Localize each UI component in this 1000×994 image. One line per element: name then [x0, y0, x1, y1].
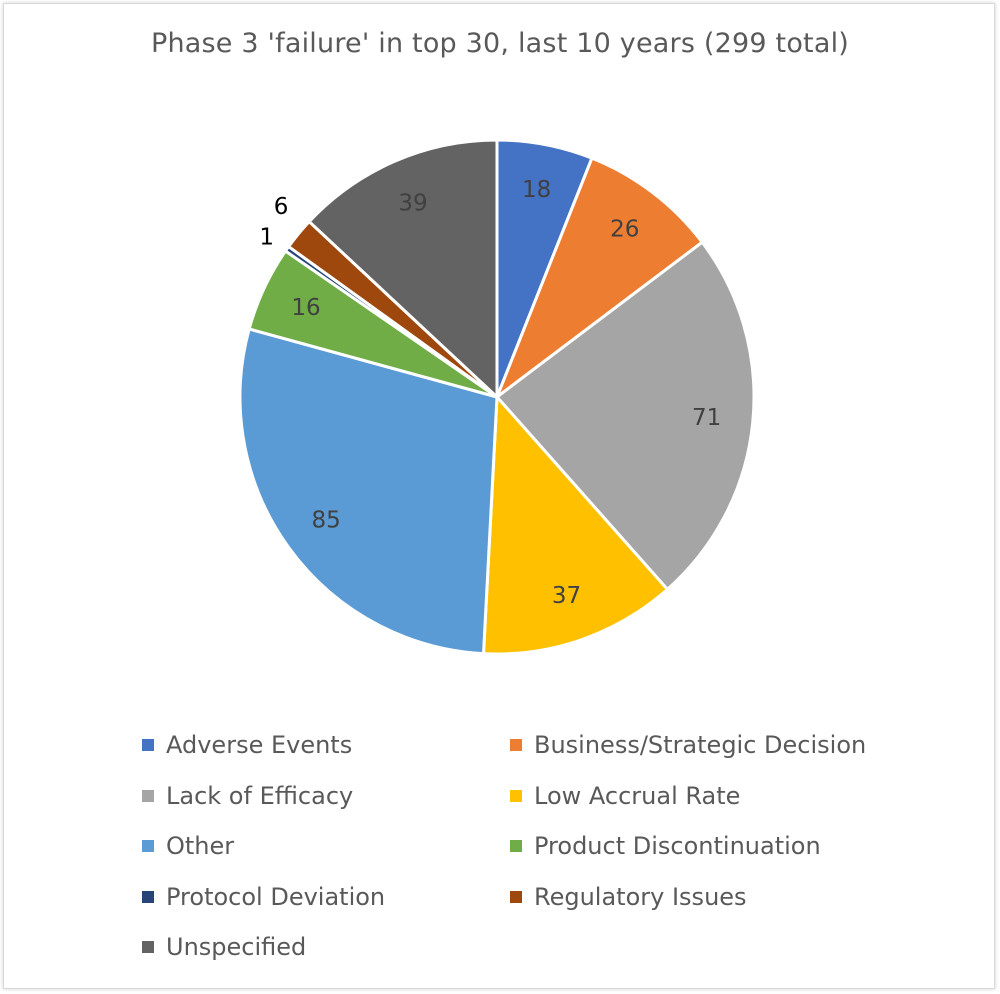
data-label-other: 85: [311, 507, 340, 533]
legend-label: Unspecified: [166, 933, 307, 961]
legend-swatch: [510, 890, 522, 903]
data-label-lack-of-efficacy: 71: [692, 405, 721, 431]
legend-swatch: [142, 739, 154, 751]
legend-item-other: Other: [142, 830, 234, 862]
chart-title: Phase 3 'failure' in top 30, last 10 yea…: [150, 28, 850, 59]
data-label-unspecified: 39: [398, 191, 427, 217]
legend-item-unspecified: Unspecified: [142, 931, 306, 963]
legend-label: Low Accrual Rate: [534, 781, 741, 810]
data-label-adverse-events: 18: [522, 177, 551, 203]
legend-item-lack-of-efficacy: Lack of Efficacy: [142, 780, 353, 812]
pie-slice-low-accrual-rate: [482, 395, 669, 656]
legend-label: Product Discontinuation: [534, 832, 821, 860]
legend-swatch: [510, 840, 522, 852]
legend-item-regulatory-issues: Regulatory Issues: [510, 881, 747, 913]
data-label-regulatory-issues: 6: [274, 194, 289, 220]
legend-label: Other: [166, 832, 235, 860]
legend-swatch: [142, 890, 154, 903]
legend-label: Regulatory Issues: [534, 882, 747, 911]
data-label-low-accrual-rate: 37: [552, 583, 581, 609]
legend-swatch: [142, 789, 154, 802]
legend-label: Business/Strategic Decision: [534, 731, 867, 759]
data-label-product-discontinuation: 16: [291, 295, 320, 321]
legend-item-business-strategic-decision: Business/Strategic Decision: [510, 729, 866, 761]
legend-swatch: [510, 739, 522, 751]
legend-item-protocol-deviation: Protocol Deviation: [142, 881, 385, 913]
data-label-business-strategic-decision: 26: [610, 216, 639, 242]
pie-slice-lack-of-efficacy: [495, 240, 756, 591]
pie-slice-business-strategic-decision: [495, 156, 704, 399]
pie-slice-other: [238, 327, 499, 656]
legend-label: Protocol Deviation: [166, 882, 386, 911]
legend-item-adverse-events: Adverse Events: [142, 729, 352, 761]
legend-item-low-accrual-rate: Low Accrual Rate: [510, 780, 740, 812]
legend-label: Adverse Events: [166, 731, 353, 759]
legend-item-product-discontinuation: Product Discontinuation: [510, 830, 821, 862]
legend-swatch: [510, 789, 522, 802]
legend-swatch: [142, 840, 154, 852]
data-label-protocol-deviation: 1: [259, 224, 274, 250]
pie-slice-unspecified: [307, 138, 499, 399]
legend-label: Lack of Efficacy: [166, 781, 354, 810]
legend-swatch: [142, 941, 154, 953]
